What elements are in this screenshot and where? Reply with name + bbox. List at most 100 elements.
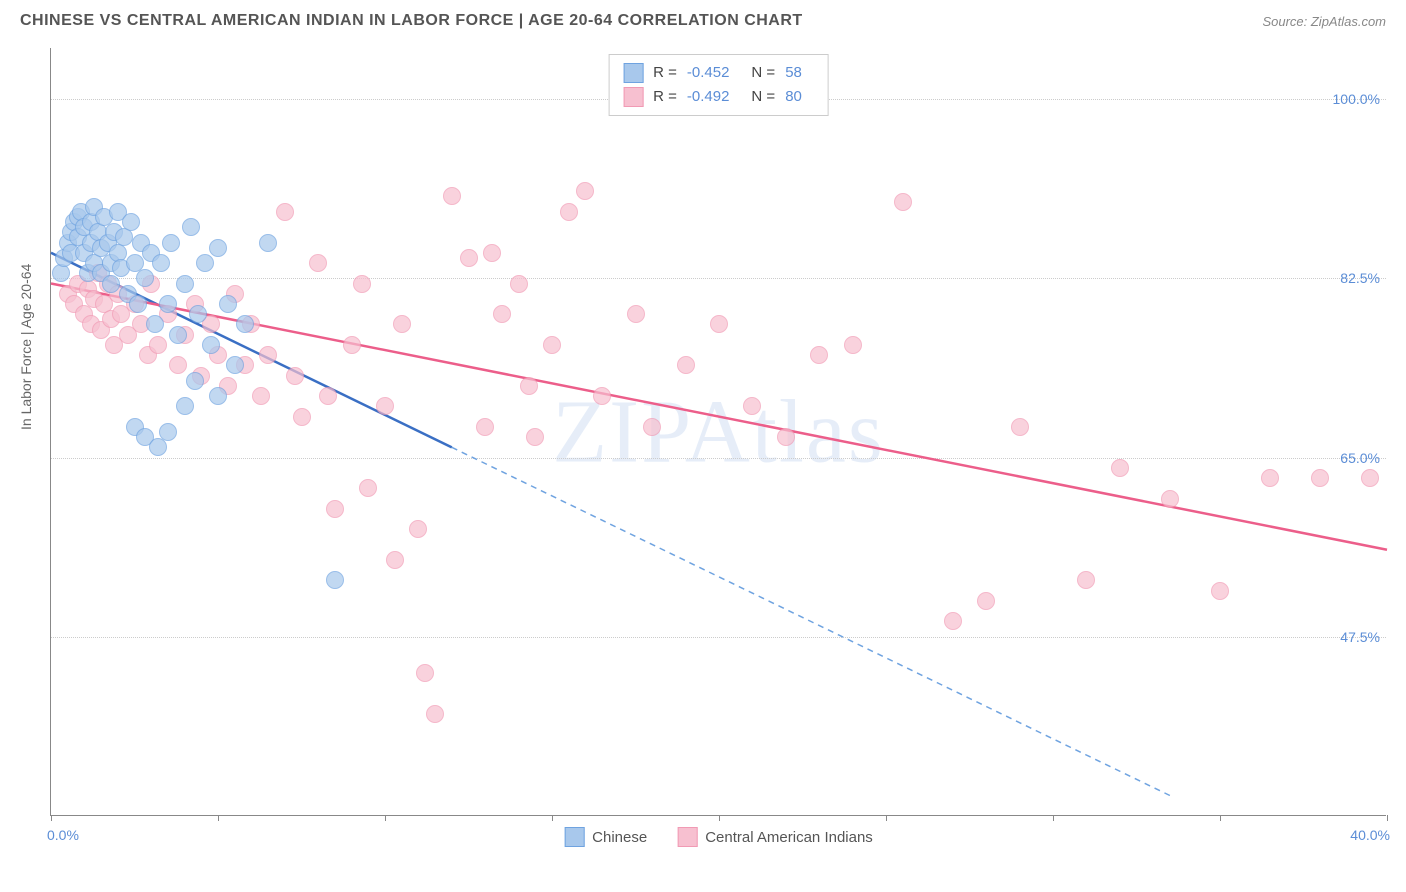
data-point <box>510 275 528 293</box>
legend-swatch-chinese <box>564 827 584 847</box>
data-point <box>743 397 761 415</box>
y-tick-label: 65.0% <box>1340 450 1380 466</box>
data-point <box>844 336 862 354</box>
data-point <box>52 264 70 282</box>
data-point <box>359 479 377 497</box>
y-tick-label: 47.5% <box>1340 629 1380 645</box>
series-legend: Chinese Central American Indians <box>564 827 873 847</box>
data-point <box>186 372 204 390</box>
data-point <box>129 295 147 313</box>
data-point <box>1211 582 1229 600</box>
data-point <box>159 423 177 441</box>
data-point <box>149 336 167 354</box>
data-point <box>1161 490 1179 508</box>
data-point <box>409 520 427 538</box>
data-point <box>236 315 254 333</box>
data-point <box>1361 469 1379 487</box>
data-point <box>169 326 187 344</box>
data-point <box>219 295 237 313</box>
data-point <box>560 203 578 221</box>
data-point <box>376 397 394 415</box>
data-point <box>944 612 962 630</box>
gridline-h <box>51 458 1386 459</box>
data-point <box>627 305 645 323</box>
correlation-legend: R = -0.452 N = 58 R = -0.492 N = 80 <box>608 54 829 116</box>
data-point <box>176 275 194 293</box>
chart-title: CHINESE VS CENTRAL AMERICAN INDIAN IN LA… <box>20 12 803 30</box>
data-point <box>309 254 327 272</box>
data-point <box>677 356 695 374</box>
data-point <box>176 397 194 415</box>
y-tick-label: 100.0% <box>1333 91 1380 107</box>
gridline-h <box>51 278 1386 279</box>
legend-item-cai: Central American Indians <box>677 827 873 847</box>
correlation-row-2: R = -0.492 N = 80 <box>623 85 814 109</box>
data-point <box>426 705 444 723</box>
data-point <box>443 187 461 205</box>
data-point <box>353 275 371 293</box>
data-point <box>159 295 177 313</box>
data-point <box>483 244 501 262</box>
data-point <box>209 387 227 405</box>
data-point <box>326 500 344 518</box>
x-tick <box>552 815 553 821</box>
data-point <box>136 269 154 287</box>
n-value-2: 80 <box>785 85 802 109</box>
x-tick <box>886 815 887 821</box>
x-tick <box>1387 815 1388 821</box>
data-point <box>209 239 227 257</box>
correlation-row-1: R = -0.452 N = 58 <box>623 61 814 85</box>
x-max-label: 40.0% <box>1350 827 1390 843</box>
data-point <box>1111 459 1129 477</box>
data-point <box>593 387 611 405</box>
data-point <box>977 592 995 610</box>
data-point <box>326 571 344 589</box>
legend-label-chinese: Chinese <box>592 829 647 846</box>
r-value-1: -0.452 <box>687 61 730 85</box>
data-point <box>259 346 277 364</box>
data-point <box>526 428 544 446</box>
series-swatch-chinese <box>623 63 643 83</box>
chart-plot-area: ZIPAtlas 47.5%65.0%82.5%100.0% R = -0.45… <box>50 48 1386 816</box>
data-point <box>393 315 411 333</box>
legend-item-chinese: Chinese <box>564 827 647 847</box>
data-point <box>1077 571 1095 589</box>
data-point <box>102 275 120 293</box>
data-point <box>493 305 511 323</box>
n-label: N = <box>751 61 775 85</box>
regression-lines <box>51 48 1386 815</box>
r-label: R = <box>653 61 677 85</box>
r-label: R = <box>653 85 677 109</box>
x-tick <box>1220 815 1221 821</box>
y-axis-label: In Labor Force | Age 20-64 <box>18 264 34 430</box>
data-point <box>293 408 311 426</box>
data-point <box>152 254 170 272</box>
data-point <box>386 551 404 569</box>
data-point <box>543 336 561 354</box>
data-point <box>259 234 277 252</box>
data-point <box>416 664 434 682</box>
source-attribution: Source: ZipAtlas.com <box>1262 14 1386 29</box>
x-tick <box>385 815 386 821</box>
chart-header: CHINESE VS CENTRAL AMERICAN INDIAN IN LA… <box>0 0 1406 38</box>
data-point <box>1311 469 1329 487</box>
data-point <box>710 315 728 333</box>
data-point <box>202 336 220 354</box>
data-point <box>226 356 244 374</box>
data-point <box>810 346 828 364</box>
data-point <box>122 213 140 231</box>
x-tick <box>1053 815 1054 821</box>
data-point <box>319 387 337 405</box>
x-min-label: 0.0% <box>47 827 79 843</box>
data-point <box>276 203 294 221</box>
data-point <box>460 249 478 267</box>
data-point <box>476 418 494 436</box>
n-label: N = <box>751 85 775 109</box>
data-point <box>149 438 167 456</box>
x-tick <box>719 815 720 821</box>
data-point <box>894 193 912 211</box>
data-point <box>777 428 795 446</box>
x-tick <box>218 815 219 821</box>
n-value-1: 58 <box>785 61 802 85</box>
data-point <box>576 182 594 200</box>
